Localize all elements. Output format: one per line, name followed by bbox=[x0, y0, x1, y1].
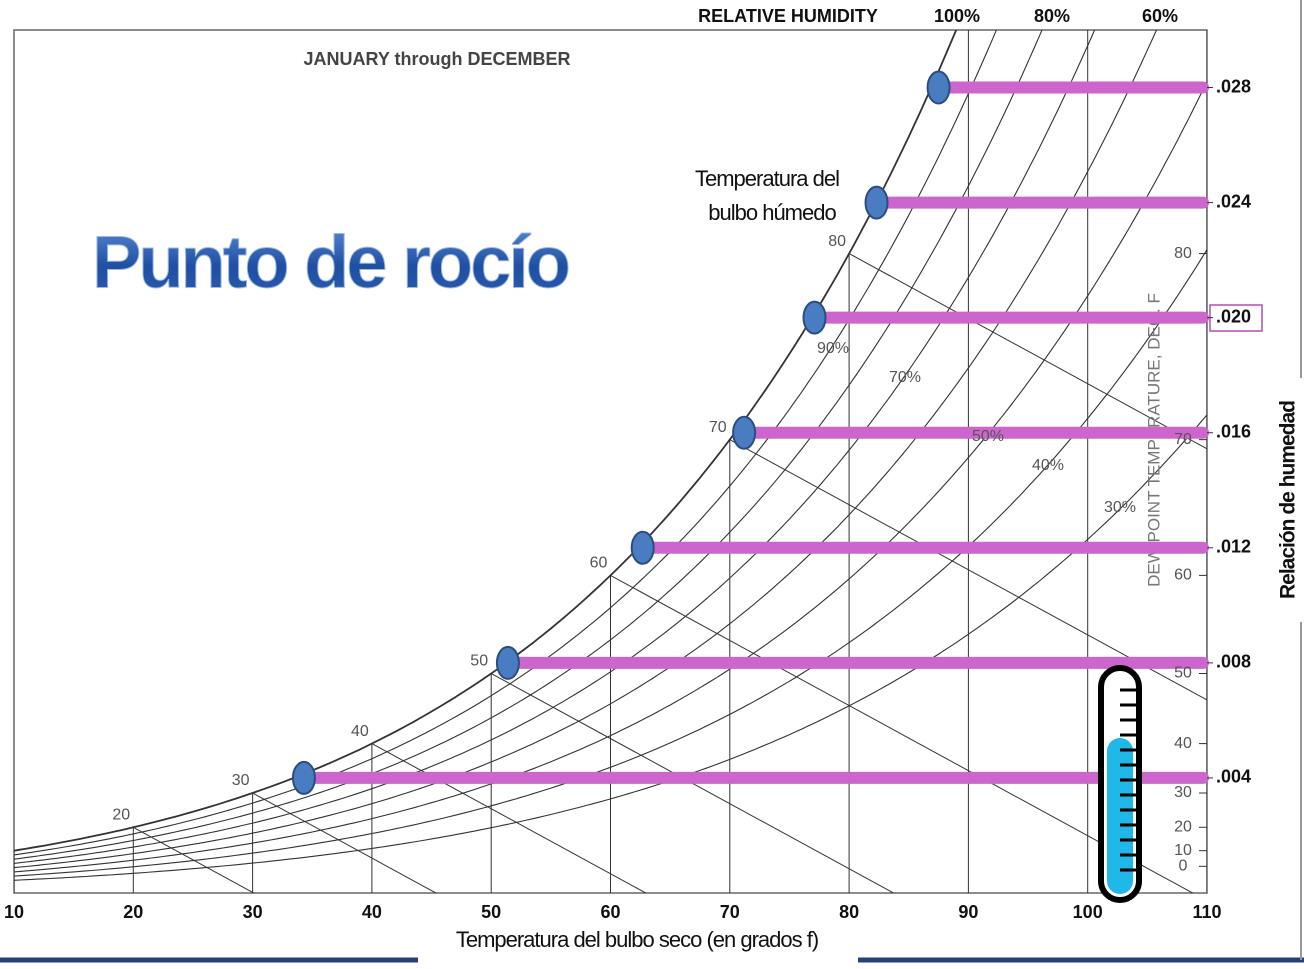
rh-inner-label: 50% bbox=[972, 428, 1004, 445]
wet-bulb-line bbox=[610, 574, 1193, 893]
dew-point-marker bbox=[495, 645, 520, 680]
wet-bulb-line bbox=[371, 743, 646, 893]
xlabel-box bbox=[418, 916, 858, 964]
rh-curve bbox=[14, 30, 1096, 864]
dew-point-marker bbox=[291, 760, 316, 795]
x-tick-label: 100 bbox=[1073, 902, 1103, 922]
dew-point-marker bbox=[732, 415, 757, 450]
x-tick-label: 30 bbox=[243, 902, 263, 922]
dew-point-label: 10 bbox=[1174, 842, 1192, 859]
x-tick-label: 20 bbox=[123, 902, 143, 922]
wet-bulb-annotation: Temperatura del bbox=[695, 166, 839, 191]
wet-bulb-label: 40 bbox=[351, 723, 369, 740]
y-tick-label: .016 bbox=[1216, 421, 1251, 441]
x-tick-label: 110 bbox=[1192, 902, 1221, 922]
rh-top-label: 80% bbox=[1034, 6, 1070, 26]
ylabel-box bbox=[1268, 378, 1304, 622]
dew-point-axis-label: DEW POINT TEMPERATURE, DEG. F bbox=[1144, 293, 1163, 587]
wet-bulb-line bbox=[133, 826, 254, 893]
dew-point-label: 40 bbox=[1174, 735, 1192, 752]
thermometer-scale bbox=[1120, 688, 1138, 872]
rh-curve bbox=[14, 30, 997, 856]
wet-bulb-line bbox=[848, 253, 1207, 450]
dew-point-marker bbox=[630, 530, 655, 565]
dew-point-label: 50 bbox=[1174, 665, 1192, 682]
x-tick-label: 60 bbox=[600, 902, 620, 922]
annotation-title: Punto de rocío bbox=[92, 221, 569, 304]
rh-top-label: 60% bbox=[1142, 6, 1178, 26]
x-tick-label: 90 bbox=[958, 902, 978, 922]
dew-point-label: 20 bbox=[1174, 819, 1192, 836]
wet-bulb-label: 80 bbox=[828, 233, 846, 250]
y-tick-label: .028 bbox=[1216, 76, 1251, 96]
x-tick-label: 10 bbox=[4, 902, 24, 922]
wet-bulb-label: 50 bbox=[470, 653, 488, 670]
x-tick-label: 70 bbox=[720, 902, 740, 922]
rh-curve bbox=[14, 30, 1158, 869]
dew-point-label: 70 bbox=[1174, 431, 1192, 448]
y-tick-label: .004 bbox=[1216, 767, 1251, 787]
wet-bulb-label: 20 bbox=[112, 807, 130, 824]
wet-bulb-line bbox=[252, 792, 437, 893]
wet-bulb-annotation: bulbo húmedo bbox=[708, 200, 836, 225]
y-tick-label: .024 bbox=[1216, 191, 1251, 211]
x-tick-label: 50 bbox=[481, 902, 501, 922]
y-tick-label: .012 bbox=[1216, 537, 1251, 557]
rh-curve bbox=[14, 30, 1043, 860]
rh-inner-label: 40% bbox=[1032, 457, 1064, 474]
y-axis-label: Relación de humedad bbox=[1277, 401, 1300, 599]
x-tick-label: 80 bbox=[839, 902, 859, 922]
rh-top-label: 100% bbox=[934, 6, 980, 26]
dew-point-marker bbox=[864, 185, 889, 220]
thermometer bbox=[1098, 665, 1142, 903]
dew-point-label: 30 bbox=[1174, 784, 1192, 801]
y-tick-label: .020 bbox=[1216, 306, 1251, 326]
dew-point-label: 60 bbox=[1174, 567, 1192, 584]
chart-title: JANUARY through DECEMBER bbox=[303, 49, 570, 69]
wet-bulb-label: 30 bbox=[232, 772, 250, 789]
dew-point-marker bbox=[926, 70, 951, 105]
marks bbox=[291, 70, 1209, 795]
rh-inner-label: 70% bbox=[889, 369, 921, 386]
dew-point-label: 80 bbox=[1174, 245, 1192, 262]
wet-bulb-label: 70 bbox=[709, 419, 727, 436]
y-tick-label: .008 bbox=[1216, 652, 1251, 672]
wet-bulb-label: 60 bbox=[590, 555, 608, 572]
x-tick-label: 40 bbox=[362, 902, 382, 922]
x-axis-label: Temperatura del bulbo seco (en grados f) bbox=[456, 927, 818, 952]
rh-inner-label: 30% bbox=[1104, 499, 1136, 516]
rh-inner-label: 90% bbox=[817, 340, 849, 357]
rh-axis-label: RELATIVE HUMIDITY bbox=[698, 6, 878, 26]
dew-point-label: 0 bbox=[1179, 858, 1188, 875]
dew-point-marker bbox=[802, 300, 827, 335]
